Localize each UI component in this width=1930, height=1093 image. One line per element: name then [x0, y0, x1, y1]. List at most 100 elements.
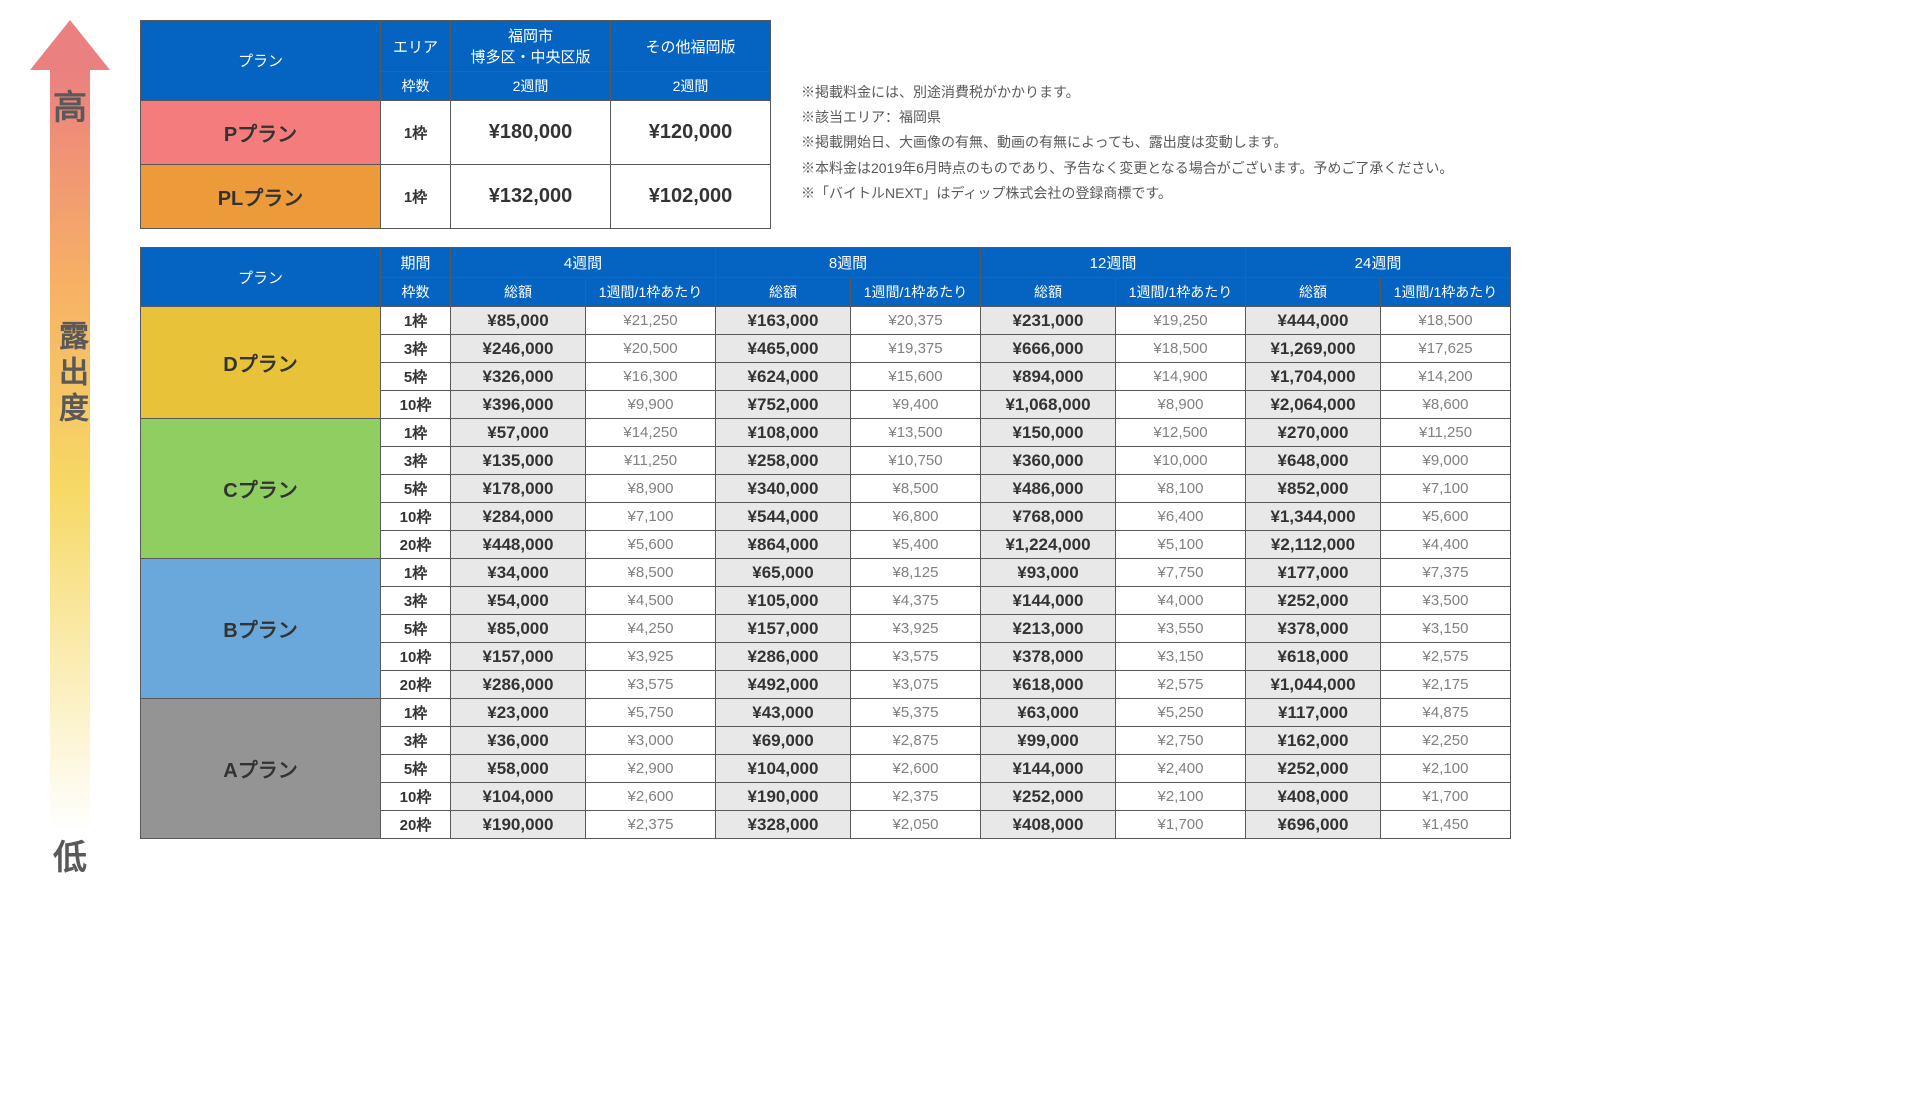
per-unit: ¥8,900 [1116, 391, 1246, 419]
total: ¥104,000 [716, 755, 851, 783]
total: ¥1,224,000 [981, 531, 1116, 559]
per-unit: ¥19,250 [1116, 307, 1246, 335]
total: ¥2,112,000 [1246, 531, 1381, 559]
price: ¥120,000 [611, 101, 771, 165]
total: ¥231,000 [981, 307, 1116, 335]
total: ¥85,000 [451, 307, 586, 335]
total: ¥408,000 [1246, 783, 1381, 811]
per-unit: ¥4,375 [851, 587, 981, 615]
total: ¥144,000 [981, 587, 1116, 615]
per-unit: ¥18,500 [1116, 335, 1246, 363]
table-row: Cプラン1枠¥57,000 ¥14,250¥108,000 ¥13,500¥15… [141, 419, 1511, 447]
header-per: 1週間/1枠あたり [1116, 278, 1246, 307]
per-unit: ¥8,900 [586, 475, 716, 503]
per-unit: ¥4,500 [586, 587, 716, 615]
exposure-arrow: 高 露出度 [30, 20, 110, 830]
total: ¥396,000 [451, 391, 586, 419]
per-unit: ¥2,100 [1381, 755, 1511, 783]
top-table: プラン エリア 福岡市 博多区・中央区版 その他福岡版 枠数 2週間 2週間 P… [140, 20, 771, 229]
main-table: プラン 期間4週間8週間12週間24週間 枠数総額 1週間/1枠あたり総額 1週… [140, 247, 1511, 839]
per-unit: ¥1,450 [1381, 811, 1511, 839]
total: ¥1,269,000 [1246, 335, 1381, 363]
per-unit: ¥11,250 [1381, 419, 1511, 447]
per-unit: ¥9,000 [1381, 447, 1511, 475]
total: ¥492,000 [716, 671, 851, 699]
total: ¥93,000 [981, 559, 1116, 587]
total: ¥258,000 [716, 447, 851, 475]
per-unit: ¥2,100 [1116, 783, 1246, 811]
per-unit: ¥7,100 [586, 503, 716, 531]
table-header-row: プラン エリア 福岡市 博多区・中央区版 その他福岡版 [141, 21, 771, 72]
per-unit: ¥5,100 [1116, 531, 1246, 559]
header-total: 総額 [981, 278, 1116, 307]
total: ¥1,044,000 [1246, 671, 1381, 699]
total: ¥177,000 [1246, 559, 1381, 587]
per-unit: ¥9,900 [586, 391, 716, 419]
header-period-val: 4週間 [451, 248, 716, 278]
per-unit: ¥2,575 [1381, 643, 1511, 671]
total: ¥465,000 [716, 335, 851, 363]
per-unit: ¥2,900 [586, 755, 716, 783]
per-unit: ¥3,575 [851, 643, 981, 671]
total: ¥768,000 [981, 503, 1116, 531]
total: ¥378,000 [1246, 615, 1381, 643]
total: ¥752,000 [716, 391, 851, 419]
per-unit: ¥3,000 [586, 727, 716, 755]
plan-name: PLプラン [141, 165, 381, 229]
per-unit: ¥6,800 [851, 503, 981, 531]
total: ¥252,000 [981, 783, 1116, 811]
per-unit: ¥5,600 [586, 531, 716, 559]
total: ¥252,000 [1246, 587, 1381, 615]
per-unit: ¥6,400 [1116, 503, 1246, 531]
total: ¥378,000 [981, 643, 1116, 671]
header-total: 総額 [716, 278, 851, 307]
total: ¥696,000 [1246, 811, 1381, 839]
header-area: エリア [381, 21, 451, 72]
header-period-val: 24週間 [1246, 248, 1511, 278]
header-period-val: 8週間 [716, 248, 981, 278]
table-row: Bプラン1枠¥34,000 ¥8,500¥65,000 ¥8,125¥93,00… [141, 559, 1511, 587]
slots: 10枠 [381, 783, 451, 811]
total: ¥328,000 [716, 811, 851, 839]
total: ¥157,000 [716, 615, 851, 643]
total: ¥117,000 [1246, 699, 1381, 727]
total: ¥85,000 [451, 615, 586, 643]
total: ¥270,000 [1246, 419, 1381, 447]
per-unit: ¥1,700 [1381, 783, 1511, 811]
total: ¥286,000 [451, 671, 586, 699]
per-unit: ¥8,500 [851, 475, 981, 503]
total: ¥618,000 [981, 671, 1116, 699]
total: ¥57,000 [451, 419, 586, 447]
total: ¥448,000 [451, 531, 586, 559]
per-unit: ¥17,625 [1381, 335, 1511, 363]
total: ¥108,000 [716, 419, 851, 447]
slots: 1枠 [381, 699, 451, 727]
per-unit: ¥8,600 [1381, 391, 1511, 419]
per-unit: ¥2,375 [851, 783, 981, 811]
per-unit: ¥2,875 [851, 727, 981, 755]
total: ¥666,000 [981, 335, 1116, 363]
plan-name: Pプラン [141, 101, 381, 165]
total: ¥326,000 [451, 363, 586, 391]
slots: 3枠 [381, 587, 451, 615]
total: ¥162,000 [1246, 727, 1381, 755]
per-unit: ¥8,125 [851, 559, 981, 587]
slots: 3枠 [381, 447, 451, 475]
total: ¥163,000 [716, 307, 851, 335]
per-unit: ¥11,250 [586, 447, 716, 475]
total: ¥340,000 [716, 475, 851, 503]
header-duration-2: 2週間 [611, 72, 771, 101]
header-period-val: 12週間 [981, 248, 1246, 278]
total: ¥894,000 [981, 363, 1116, 391]
per-unit: ¥4,250 [586, 615, 716, 643]
per-unit: ¥7,375 [1381, 559, 1511, 587]
notes: 掲載料金には、別途消費税がかかります。該当エリア：福岡県掲載開始日、大画像の有無… [801, 20, 1453, 206]
note-item: 「バイトルNEXT」はディップ株式会社の登録商標です。 [801, 181, 1453, 206]
total: ¥58,000 [451, 755, 586, 783]
total: ¥213,000 [981, 615, 1116, 643]
total: ¥135,000 [451, 447, 586, 475]
total: ¥157,000 [451, 643, 586, 671]
header-per: 1週間/1枠あたり [586, 278, 716, 307]
per-unit: ¥10,000 [1116, 447, 1246, 475]
per-unit: ¥5,750 [586, 699, 716, 727]
